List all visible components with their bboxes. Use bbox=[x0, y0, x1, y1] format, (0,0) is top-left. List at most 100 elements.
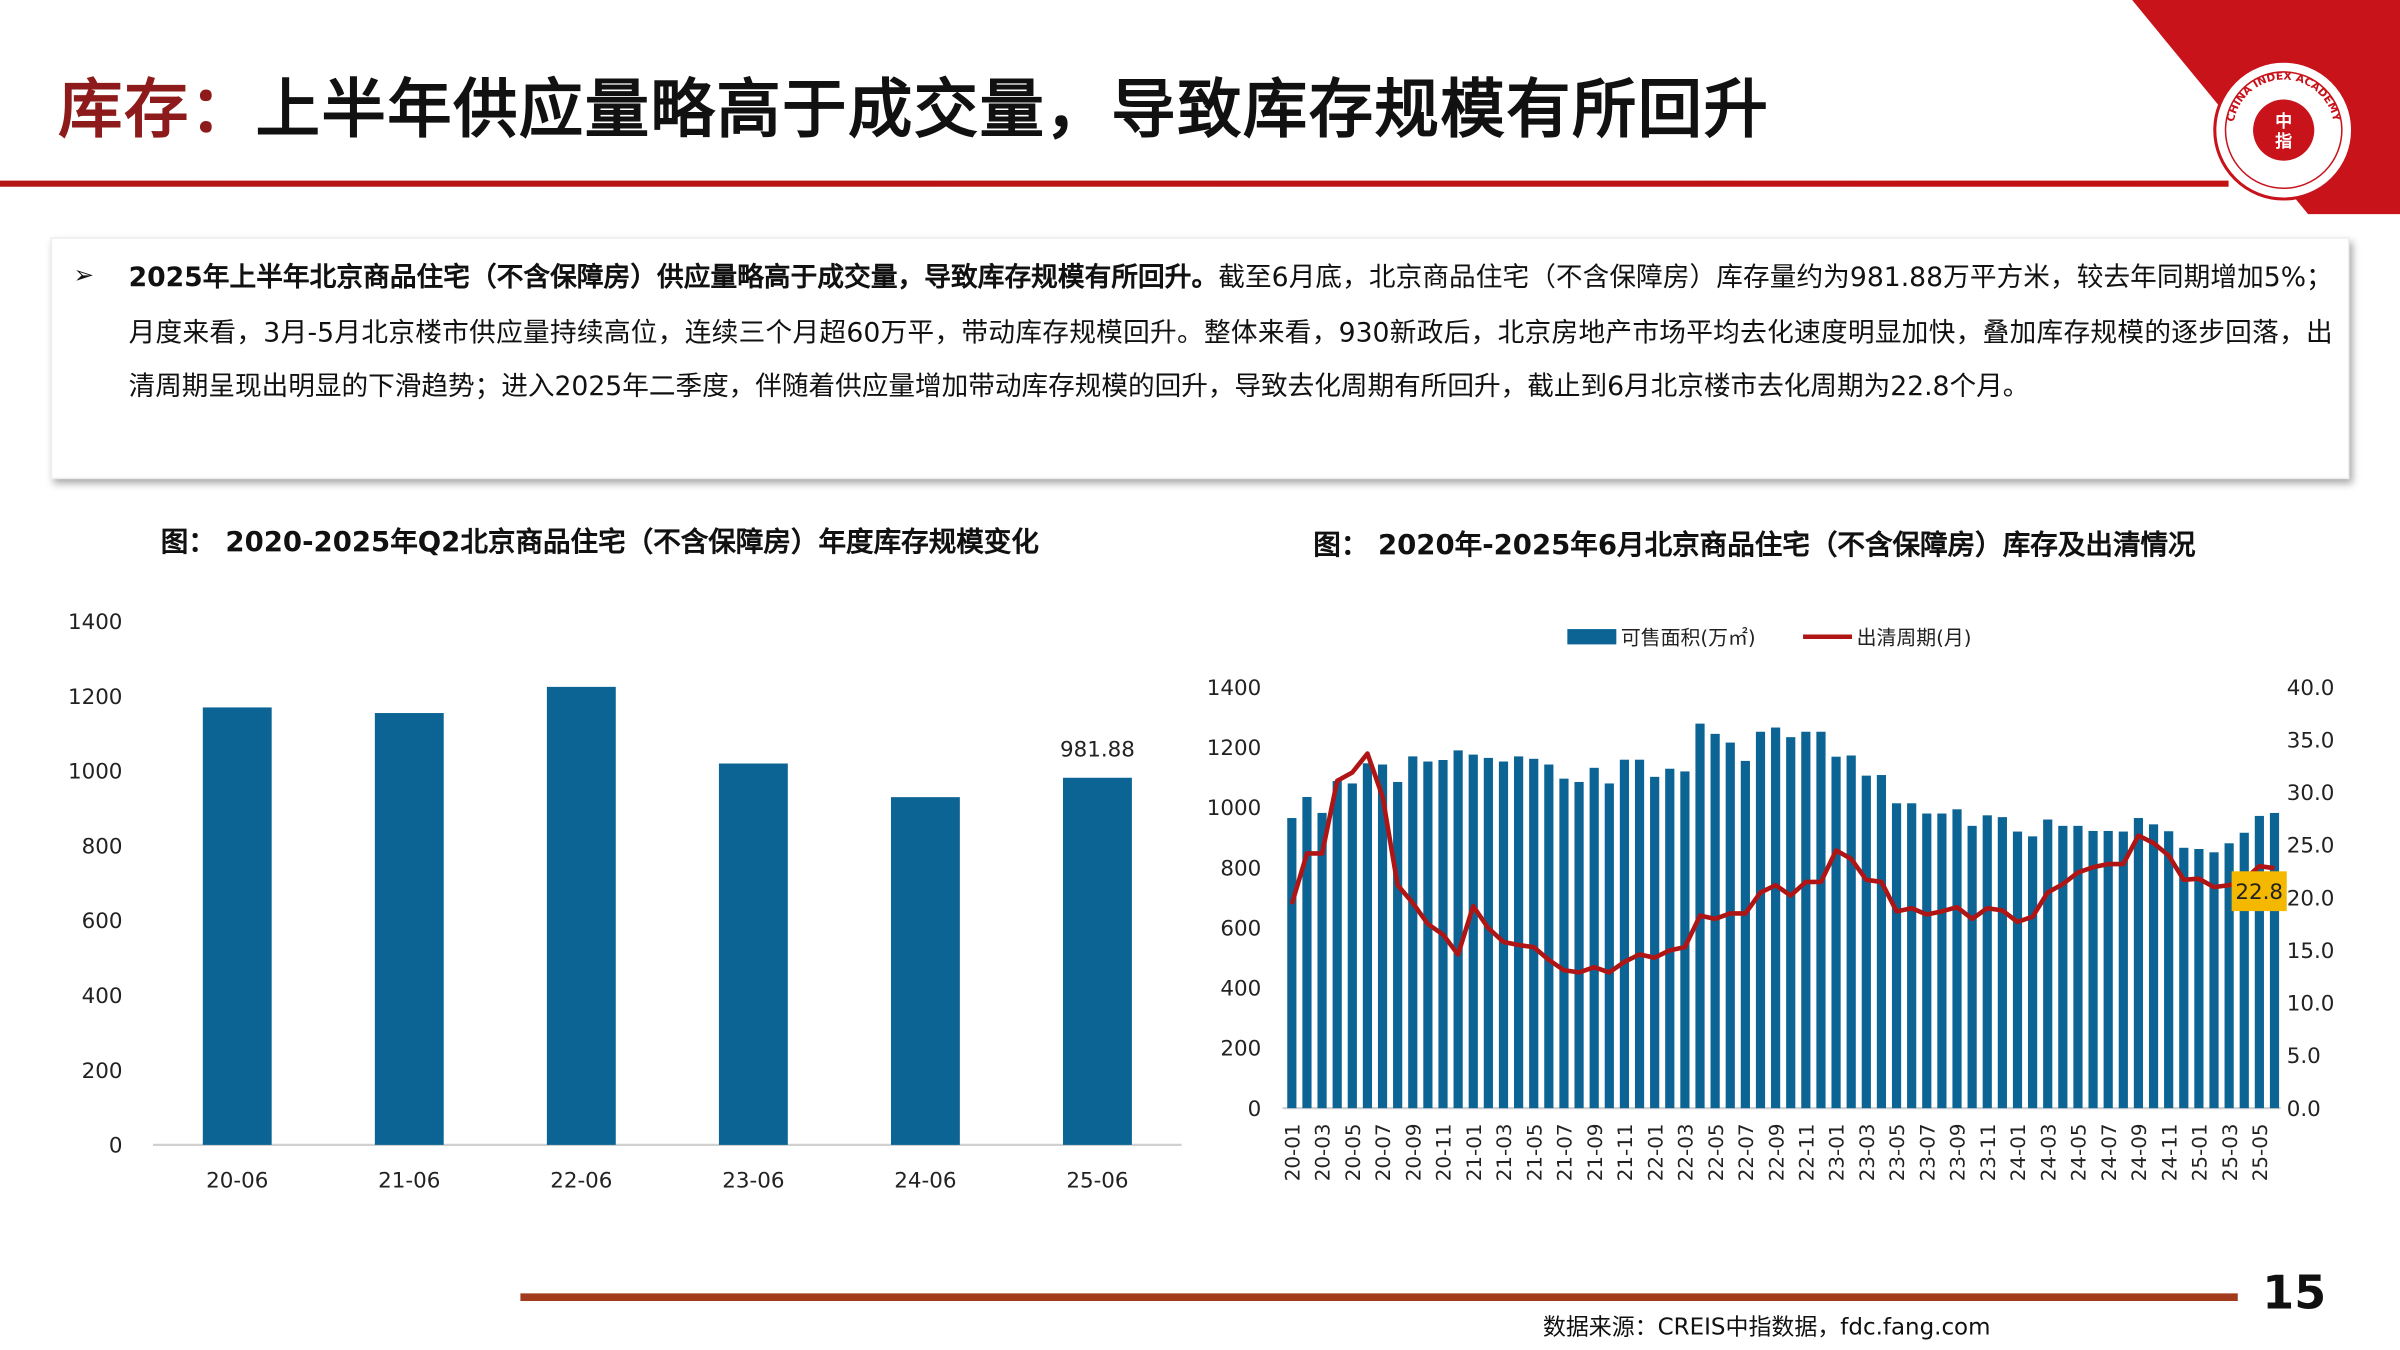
data-source: 数据来源：CREIS中指数据，fdc.fang.com bbox=[1542, 1313, 1991, 1341]
bar-20-05 bbox=[1347, 783, 1357, 1109]
x-tick-label: 22-05 bbox=[1705, 1123, 1728, 1181]
china-index-academy-logo: 中 指 CHINA INDEX ACADEMY bbox=[2132, 0, 2400, 215]
footer-divider bbox=[520, 1293, 2238, 1302]
summary-text: 2025年上半年北京商品住宅（不含保障房）供应量略高于成交量，导致库存规模有所回… bbox=[129, 253, 2333, 416]
bar-24-06 bbox=[890, 797, 960, 1145]
data-label: 981.88 bbox=[1060, 737, 1135, 762]
x-tick-label: 21-07 bbox=[1554, 1123, 1577, 1181]
bar-21-04 bbox=[1514, 756, 1524, 1109]
bar-25-05 bbox=[2254, 815, 2264, 1109]
bar-20-09 bbox=[1408, 756, 1418, 1109]
x-tick-label: 24-01 bbox=[2007, 1123, 2030, 1181]
y-left-tick-label: 200 bbox=[1220, 1037, 1261, 1062]
bar-24-07 bbox=[2103, 830, 2113, 1109]
x-tick-label: 20-11 bbox=[1433, 1123, 1456, 1181]
bar-23-02 bbox=[1846, 755, 1856, 1109]
y-right-tick-label: 0.0 bbox=[2287, 1097, 2321, 1122]
bar-20-03 bbox=[1317, 812, 1327, 1109]
x-tick-label: 22-01 bbox=[1644, 1123, 1667, 1181]
bar-22-12 bbox=[1816, 731, 1826, 1109]
bar-25-06 bbox=[1063, 777, 1132, 1145]
bar-23-03 bbox=[1861, 775, 1871, 1109]
y-left-tick-label: 400 bbox=[1220, 977, 1261, 1002]
x-tick-label: 25-01 bbox=[2189, 1123, 2212, 1181]
x-tick-label: 23-01 bbox=[1826, 1123, 1849, 1181]
x-tick-label: 24-07 bbox=[2098, 1123, 2121, 1181]
x-tick-label: 23-05 bbox=[1886, 1123, 1909, 1181]
x-tick-label: 20-07 bbox=[1372, 1123, 1395, 1181]
legend-label: 可售面积(万㎡) bbox=[1621, 626, 1756, 649]
y-tick-label: 0 bbox=[109, 1134, 123, 1159]
left-chart-title: 图： 2020-2025年Q2北京商品住宅（不含保障房）年度库存规模变化 bbox=[160, 526, 1039, 559]
y-right-tick-label: 25.0 bbox=[2287, 834, 2335, 859]
bar-23-09 bbox=[1952, 809, 1962, 1109]
bar-24-08 bbox=[2118, 831, 2128, 1109]
bar-24-04 bbox=[2058, 825, 2068, 1109]
y-right-tick-label: 15.0 bbox=[2287, 939, 2335, 964]
bar-22-10 bbox=[1786, 737, 1796, 1109]
y-right-tick-label: 10.0 bbox=[2287, 992, 2335, 1017]
bar-22-01 bbox=[1650, 776, 1660, 1109]
x-tick-label: 21-11 bbox=[1614, 1123, 1637, 1181]
y-tick-label: 1400 bbox=[68, 610, 122, 635]
x-tick-label: 25-03 bbox=[2219, 1123, 2242, 1181]
page-number: 15 bbox=[2262, 1267, 2327, 1321]
x-tick-label: 21-05 bbox=[1523, 1123, 1546, 1181]
bar-25-03 bbox=[2224, 843, 2234, 1109]
bar-23-10 bbox=[1967, 825, 1977, 1109]
title-highlight: 库存： bbox=[58, 71, 256, 147]
bar-23-06 bbox=[1907, 803, 1917, 1109]
x-tick-label: 20-09 bbox=[1402, 1123, 1425, 1181]
x-tick-label: 25-06 bbox=[1066, 1169, 1128, 1194]
x-tick-label: 22-09 bbox=[1765, 1123, 1788, 1181]
bar-23-01 bbox=[1831, 756, 1841, 1109]
bar-22-02 bbox=[1665, 768, 1675, 1109]
legend-bar-swatch bbox=[1567, 629, 1617, 645]
bar-23-07 bbox=[1922, 813, 1932, 1109]
bar-24-09 bbox=[2133, 818, 2144, 1109]
bar-24-05 bbox=[2073, 825, 2083, 1109]
bar-21-01 bbox=[1468, 754, 1478, 1109]
bar-25-02 bbox=[2209, 852, 2219, 1109]
bar-24-02 bbox=[2028, 836, 2038, 1109]
y-right-tick-label: 5.0 bbox=[2287, 1044, 2321, 1069]
bar-24-12 bbox=[2179, 847, 2189, 1109]
last-value-label: 22.8 bbox=[2235, 880, 2283, 905]
x-tick-label: 20-06 bbox=[206, 1169, 268, 1194]
bar-22-09 bbox=[1771, 727, 1781, 1109]
bar-24-10 bbox=[2148, 824, 2159, 1109]
bar-22-11 bbox=[1801, 731, 1811, 1109]
bar-20-12 bbox=[1453, 750, 1463, 1109]
bar-23-05 bbox=[1891, 803, 1902, 1109]
x-tick-label: 22-11 bbox=[1795, 1123, 1818, 1181]
bar-20-07 bbox=[1377, 764, 1388, 1109]
bar-22-03 bbox=[1680, 771, 1690, 1109]
x-tick-label: 22-07 bbox=[1735, 1123, 1758, 1181]
bar-21-02 bbox=[1483, 757, 1493, 1109]
x-tick-label: 20-05 bbox=[1342, 1123, 1365, 1181]
y-left-tick-label: 600 bbox=[1220, 916, 1261, 941]
bar-21-12 bbox=[1634, 759, 1645, 1109]
y-tick-label: 200 bbox=[82, 1059, 123, 1084]
bar-23-08 bbox=[1937, 813, 1947, 1109]
right-chart-title: 图： 2020年-2025年6月北京商品住宅（不含保障房）库存及出清情况 bbox=[1313, 529, 2196, 562]
x-tick-label: 21-06 bbox=[378, 1169, 440, 1194]
bar-23-11 bbox=[1982, 815, 1992, 1109]
x-tick-label: 23-06 bbox=[722, 1169, 784, 1194]
bar-21-06 bbox=[1544, 764, 1554, 1109]
bar-21-11 bbox=[1619, 759, 1630, 1109]
x-tick-label: 23-09 bbox=[1947, 1123, 1970, 1181]
y-left-tick-label: 1200 bbox=[1207, 736, 1261, 761]
x-tick-label: 25-05 bbox=[2249, 1123, 2272, 1181]
x-tick-label: 23-11 bbox=[1977, 1123, 2000, 1181]
summary-box: ➢ 2025年上半年北京商品住宅（不含保障房）供应量略高于成交量，导致库存规模有… bbox=[50, 237, 2350, 480]
bar-23-12 bbox=[1997, 817, 2007, 1109]
x-tick-label: 22-06 bbox=[550, 1169, 612, 1194]
y-tick-label: 1000 bbox=[68, 760, 122, 785]
x-tick-label: 23-07 bbox=[1916, 1123, 1939, 1181]
x-tick-label: 22-03 bbox=[1675, 1123, 1698, 1181]
bar-22-06 bbox=[546, 686, 616, 1145]
summary-bold: 2025年上半年北京商品住宅（不含保障房）供应量略高于成交量，导致库存规模有所回… bbox=[128, 263, 1219, 294]
y-tick-label: 400 bbox=[82, 984, 123, 1009]
slide-title: 库存：上半年供应量略高于成交量，导致库存规模有所回升 bbox=[58, 58, 1769, 151]
